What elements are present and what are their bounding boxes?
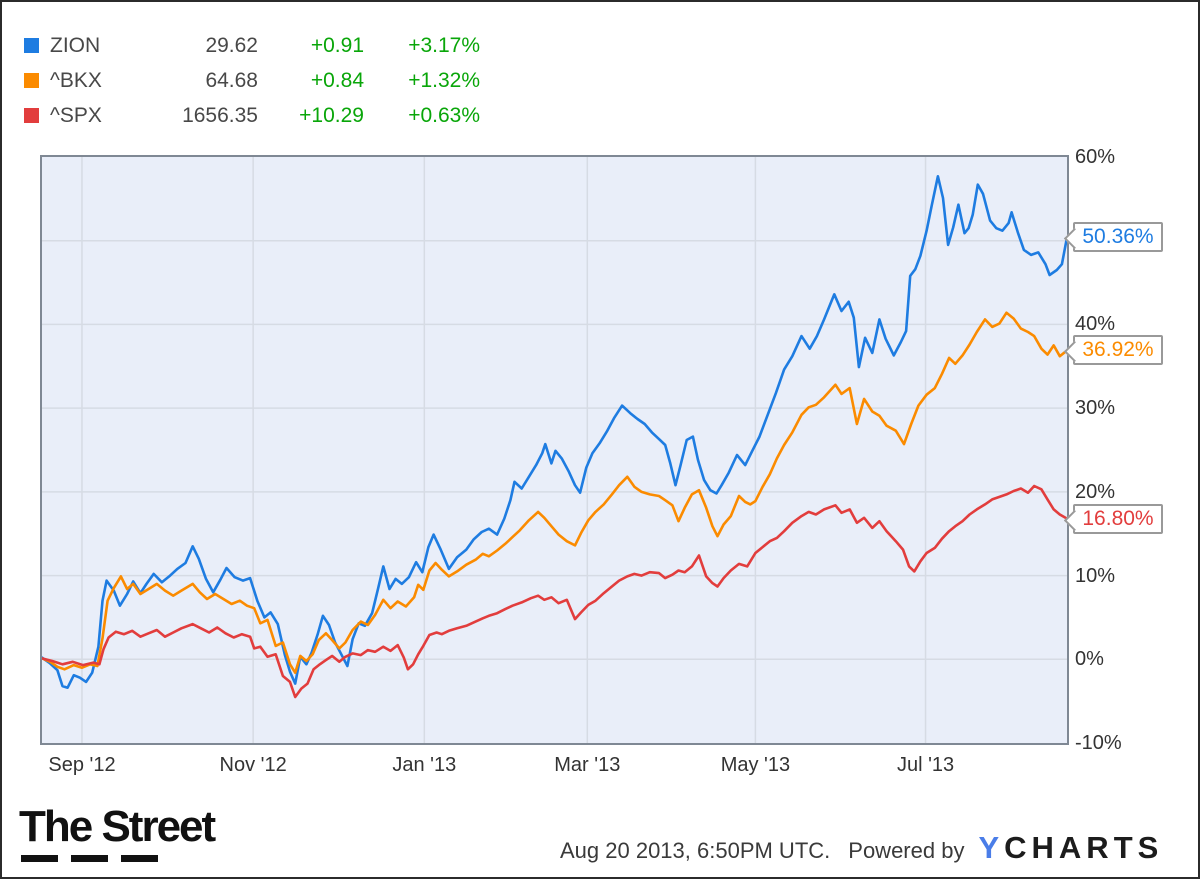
thestreet-logo-text: The Street: [19, 802, 216, 851]
ycharts-logo-y: Y: [978, 830, 1005, 865]
callout-spx: 16.80%: [1063, 503, 1163, 534]
y-tick-label: 10%: [1075, 564, 1116, 587]
y-tick-label: 20%: [1075, 480, 1116, 503]
thestreet-logo: The Street: [19, 802, 216, 862]
legend-price: 1656.35: [182, 103, 258, 127]
series-line-spx: [42, 484, 1067, 699]
callout-value: 36.92%: [1082, 338, 1154, 362]
legend-change-pct: +1.32%: [408, 68, 480, 92]
legend-change: +10.29: [299, 103, 364, 127]
legend-ticker: ZION: [50, 33, 101, 57]
legend-change-pct: +3.17%: [408, 33, 480, 57]
legend-ticker: ^SPX: [50, 103, 102, 127]
plot-svg: [42, 157, 1067, 743]
underline-dash: [21, 855, 58, 862]
underline-dash: [121, 855, 158, 862]
x-tick-label: May '13: [720, 754, 791, 776]
legend-swatch-spx: [24, 108, 39, 123]
legend-change-pct: +0.63%: [408, 103, 480, 127]
legend-price: 64.68: [205, 68, 258, 92]
legend-price: 29.62: [205, 33, 258, 57]
callout-value: 16.80%: [1082, 506, 1154, 530]
callout-bkx: 36.92%: [1063, 335, 1163, 366]
timestamp: Aug 20 2013, 6:50PM UTC.: [560, 838, 831, 863]
series-line-zion: [42, 174, 1067, 690]
y-tick-label: 60%: [1075, 146, 1116, 168]
series-line-bkx: [42, 311, 1067, 675]
y-tick-label: 40%: [1075, 313, 1116, 336]
legend-swatch-bkx: [24, 73, 39, 88]
x-tick-label: Mar '13: [554, 754, 621, 776]
callout-value: 50.36%: [1082, 225, 1154, 249]
y-tick-label: -10%: [1075, 732, 1122, 754]
legend-change: +0.91: [310, 33, 364, 57]
ycharts-logo-charts: CHARTS: [1004, 830, 1164, 865]
ycharts-logo: YCHARTS: [978, 830, 1163, 866]
x-tick-label: Sep '12: [48, 754, 116, 776]
x-tick-label: Nov '12: [219, 754, 287, 776]
footer-attribution: Aug 20 2013, 6:50PM UTC. Powered by YCHA…: [560, 830, 1163, 866]
y-tick-label: 0%: [1075, 648, 1104, 671]
legend-swatch-zion: [24, 38, 39, 53]
legend: ZION 29.62 +0.91 +3.17% ^BKX 64.68 +0.84…: [24, 28, 480, 133]
powered-by-label: Powered by: [848, 838, 965, 863]
callout-zion: 50.36%: [1063, 222, 1163, 253]
x-tick-label: Jul '13: [896, 754, 955, 776]
legend-change: +0.84: [310, 68, 364, 92]
underline-dash: [71, 855, 108, 862]
legend-ticker: ^BKX: [50, 68, 102, 92]
plot-area: [40, 155, 1069, 745]
y-tick-label: 30%: [1075, 397, 1116, 420]
x-tick-label: Jan '13: [392, 754, 457, 776]
thestreet-logo-underline: [21, 855, 214, 862]
